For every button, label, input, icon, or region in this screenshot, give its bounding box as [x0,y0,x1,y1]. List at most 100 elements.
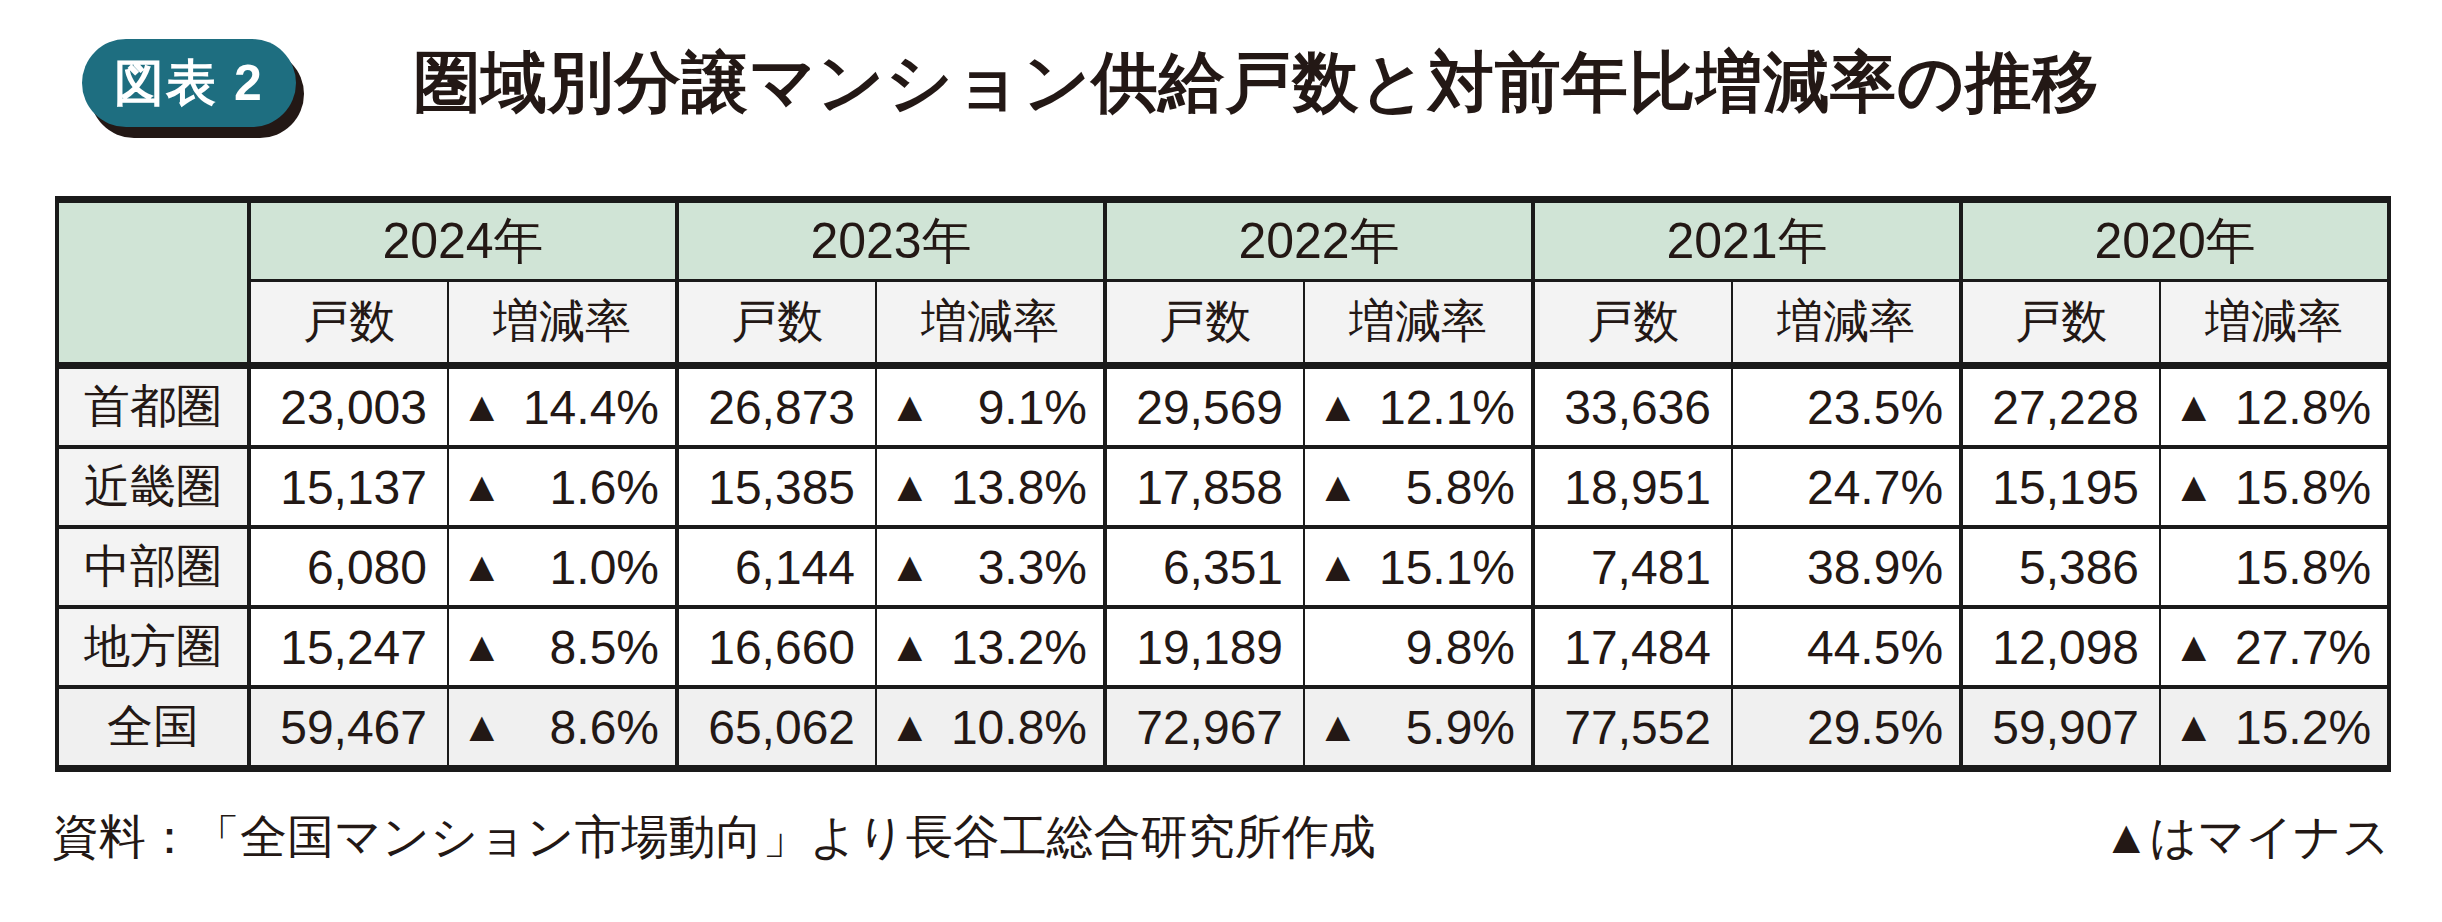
units-cell: 77,552 [1533,687,1732,769]
units-cell: 18,951 [1533,447,1732,527]
rate-cell: 29.5% [1732,687,1961,769]
rate-cell: 15.8% [2160,527,2389,607]
minus-triangle-icon: ▲ [461,386,503,428]
year-header-2021: 2021年 [1533,200,1961,281]
rate-cell: ▲13.2% [876,607,1105,687]
units-cell: 65,062 [677,687,876,769]
minus-triangle-icon: ▲ [461,466,503,508]
year-header-2020: 2020年 [1961,200,2389,281]
minus-legend: ▲はマイナス [2103,806,2390,869]
units-cell: 17,484 [1533,607,1732,687]
rate-header: 増減率 [448,281,677,366]
minus-triangle-icon: ▲ [889,466,931,508]
rate-cell: 24.7% [1732,447,1961,527]
rate-cell: ▲12.8% [2160,366,2389,448]
rate-cell: ▲12.1% [1304,366,1533,448]
minus-triangle-icon: ▲ [889,546,931,588]
units-header: 戸数 [1105,281,1304,366]
rate-cell: ▲27.7% [2160,607,2389,687]
rate-header: 増減率 [1732,281,1961,366]
units-cell: 15,247 [249,607,448,687]
minus-triangle-icon: ▲ [1317,546,1359,588]
units-cell: 6,144 [677,527,876,607]
minus-triangle-icon: ▲ [889,626,931,668]
minus-triangle-icon: ▲ [2173,706,2215,748]
figure-header: 図表 2 圏域別分譲マンション供給戸数と対前年比増減率の推移 [82,38,2100,128]
units-cell: 29,569 [1105,366,1304,448]
figure-number-label: 図表 2 [114,50,264,117]
rate-cell: ▲5.8% [1304,447,1533,527]
source-note: 資料：「全国マンション市場動向」より長谷工総合研究所作成 [52,806,1376,869]
minus-triangle-icon: ▲ [461,546,503,588]
units-cell: 16,660 [677,607,876,687]
table-row-chihou: 地方圏 15,247 ▲8.5% 16,660 ▲13.2% 19,189 9.… [57,607,2389,687]
measure-header-row: 戸数 増減率 戸数 増減率 戸数 増減率 戸数 増減率 戸数 増減率 [57,281,2389,366]
minus-triangle-icon: ▲ [461,626,503,668]
minus-triangle-icon: ▲ [2173,386,2215,428]
rate-cell: ▲8.5% [448,607,677,687]
minus-triangle-icon: ▲ [2173,466,2215,508]
minus-triangle-icon: ▲ [889,386,931,428]
units-cell: 7,481 [1533,527,1732,607]
units-cell: 6,080 [249,527,448,607]
minus-triangle-icon: ▲ [2173,626,2215,668]
units-cell: 5,386 [1961,527,2160,607]
figure-number-badge: 図表 2 [82,39,296,127]
rate-cell: ▲10.8% [876,687,1105,769]
units-cell: 15,137 [249,447,448,527]
rate-header: 増減率 [1304,281,1533,366]
rate-cell: ▲14.4% [448,366,677,448]
units-header: 戸数 [249,281,448,366]
units-cell: 6,351 [1105,527,1304,607]
year-header-2023: 2023年 [677,200,1105,281]
units-cell: 15,195 [1961,447,2160,527]
units-cell: 59,907 [1961,687,2160,769]
units-cell: 23,003 [249,366,448,448]
rate-cell: 9.8% [1304,607,1533,687]
rate-cell: ▲15.2% [2160,687,2389,769]
figure-page: 図表 2 圏域別分譲マンション供給戸数と対前年比増減率の推移 2024年 202… [0,0,2442,922]
region-label: 首都圏 [57,366,249,448]
units-cell: 27,228 [1961,366,2160,448]
rate-cell: 44.5% [1732,607,1961,687]
figure-footer: 資料：「全国マンション市場動向」より長谷工総合研究所作成 ▲はマイナス [52,806,2390,869]
minus-triangle-icon: ▲ [1317,386,1359,428]
rate-cell: 38.9% [1732,527,1961,607]
year-header-2024: 2024年 [249,200,677,281]
region-label: 地方圏 [57,607,249,687]
region-label: 近畿圏 [57,447,249,527]
table-row-shutoken: 首都圏 23,003 ▲14.4% 26,873 ▲9.1% 29,569 ▲1… [57,366,2389,448]
table-row-kinki: 近畿圏 15,137 ▲1.6% 15,385 ▲13.8% 17,858 ▲5… [57,447,2389,527]
minus-triangle-icon: ▲ [889,706,931,748]
year-header-row: 2024年 2023年 2022年 2021年 2020年 [57,200,2389,281]
region-label: 全国 [57,687,249,769]
units-header: 戸数 [1533,281,1732,366]
minus-triangle-icon: ▲ [461,706,503,748]
figure-title: 圏域別分譲マンション供給戸数と対前年比増減率の推移 [414,38,2100,128]
rate-header: 増減率 [876,281,1105,366]
rate-header: 増減率 [2160,281,2389,366]
rate-cell: ▲1.0% [448,527,677,607]
units-cell: 26,873 [677,366,876,448]
rate-cell: ▲5.9% [1304,687,1533,769]
units-cell: 33,636 [1533,366,1732,448]
rate-cell: ▲13.8% [876,447,1105,527]
corner-cell [57,200,249,366]
units-cell: 15,385 [677,447,876,527]
rate-cell: 23.5% [1732,366,1961,448]
table-row-zenkoku: 全国 59,467 ▲8.6% 65,062 ▲10.8% 72,967 ▲5.… [57,687,2389,769]
rate-cell: ▲1.6% [448,447,677,527]
rate-cell: ▲9.1% [876,366,1105,448]
minus-triangle-icon: ▲ [1317,706,1359,748]
minus-triangle-icon: ▲ [1317,466,1359,508]
supply-units-table: 2024年 2023年 2022年 2021年 2020年 戸数 増減率 戸数 … [55,196,2391,772]
rate-cell: ▲15.8% [2160,447,2389,527]
rate-cell: ▲8.6% [448,687,677,769]
rate-cell: ▲15.1% [1304,527,1533,607]
region-label: 中部圏 [57,527,249,607]
units-cell: 17,858 [1105,447,1304,527]
table-row-chubu: 中部圏 6,080 ▲1.0% 6,144 ▲3.3% 6,351 ▲15.1%… [57,527,2389,607]
units-cell: 19,189 [1105,607,1304,687]
units-header: 戸数 [677,281,876,366]
units-cell: 72,967 [1105,687,1304,769]
